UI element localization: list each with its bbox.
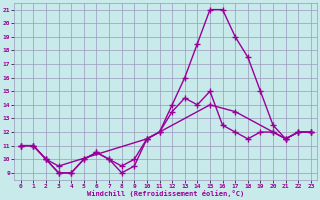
X-axis label: Windchill (Refroidissement éolien,°C): Windchill (Refroidissement éolien,°C) [87,190,244,197]
